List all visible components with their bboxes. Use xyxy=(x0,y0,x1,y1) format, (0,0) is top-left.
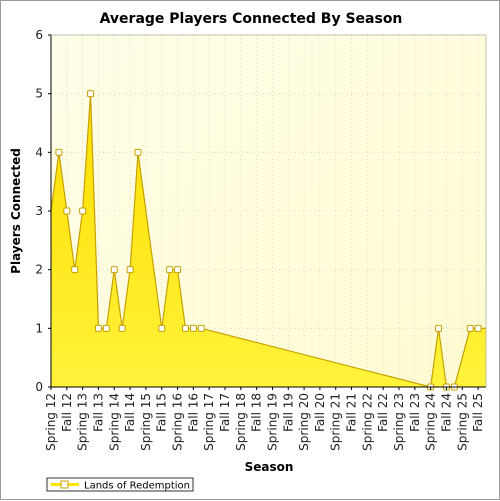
x-tick-label: Fall 13 xyxy=(91,393,105,432)
x-tick-label: Spring 12 xyxy=(44,393,58,451)
y-tick-label: 3 xyxy=(35,204,43,218)
legend-marker xyxy=(60,480,69,489)
data-point xyxy=(474,324,482,332)
y-tick-label: 4 xyxy=(35,145,43,159)
x-tick-labels: Spring 12 Fall 12 Spring 13 Fall 13 Spring 1… xyxy=(44,387,485,451)
data-point xyxy=(134,148,142,156)
y-tick-label: 0 xyxy=(35,380,43,394)
x-tick-label: Fall 12 xyxy=(60,393,74,432)
data-point xyxy=(87,90,95,98)
x-tick-label: Fall 22 xyxy=(376,393,390,432)
x-tick-label: Spring 24 xyxy=(424,393,438,451)
x-tick-label: Spring 14 xyxy=(107,393,121,451)
x-tick-label: Spring 25 xyxy=(455,393,469,451)
data-point xyxy=(126,266,134,274)
data-point xyxy=(174,266,182,274)
x-tick-label: Fall 24 xyxy=(439,393,453,432)
legend: Lands of Redemption xyxy=(46,477,194,492)
x-tick-label: Spring 21 xyxy=(329,393,343,451)
x-axis-title: Season xyxy=(245,460,294,474)
x-tick-label: Spring 16 xyxy=(171,393,185,451)
x-tick-label: Fall 21 xyxy=(345,393,359,432)
legend-label: Lands of Redemption xyxy=(84,481,190,492)
x-tick-label: Spring 23 xyxy=(392,393,406,451)
y-axis-title: Players Connected xyxy=(9,148,23,274)
x-tick-label: Fall 23 xyxy=(408,393,422,432)
data-point xyxy=(71,266,79,274)
data-point xyxy=(466,324,474,332)
x-tick-label: Fall 25 xyxy=(471,393,485,432)
x-tick-label: Spring 18 xyxy=(234,393,248,451)
x-tick-label: Fall 15 xyxy=(155,393,169,432)
data-point xyxy=(181,324,189,332)
data-point xyxy=(110,266,118,274)
x-tick-label: Spring 13 xyxy=(76,393,90,451)
data-point xyxy=(118,324,126,332)
data-point xyxy=(166,266,174,274)
legend-box xyxy=(46,477,194,492)
x-tick-label: Fall 18 xyxy=(250,393,264,432)
data-point xyxy=(63,207,71,215)
marker-layer xyxy=(55,90,482,391)
data-point xyxy=(55,148,63,156)
x-tick-label: Fall 16 xyxy=(186,393,200,432)
y-tick-labels: 0 1 2 3 4 5 6 xyxy=(35,28,51,394)
data-point xyxy=(79,207,87,215)
x-tick-label: Spring 15 xyxy=(139,393,153,451)
y-tick-label: 6 xyxy=(35,28,43,42)
x-tick-label: Spring 17 xyxy=(202,393,216,451)
data-point xyxy=(435,324,443,332)
x-tick-label: Fall 20 xyxy=(313,393,327,432)
data-point xyxy=(197,324,205,332)
data-point xyxy=(102,324,110,332)
x-tick-label: Spring 19 xyxy=(265,393,279,451)
x-tick-label: Spring 22 xyxy=(360,393,374,451)
x-tick-label: Fall 17 xyxy=(218,393,232,432)
y-tick-label: 1 xyxy=(35,321,43,335)
y-tick-label: 5 xyxy=(35,87,43,101)
y-tick-label: 2 xyxy=(35,263,43,277)
data-point xyxy=(94,324,102,332)
x-tick-label: Fall 19 xyxy=(281,393,295,432)
data-point xyxy=(189,324,197,332)
chart-title: Average Players Connected By Season xyxy=(100,11,403,27)
x-tick-label: Fall 14 xyxy=(123,393,137,432)
x-tick-label: Spring 20 xyxy=(297,393,311,451)
data-point xyxy=(158,324,166,332)
